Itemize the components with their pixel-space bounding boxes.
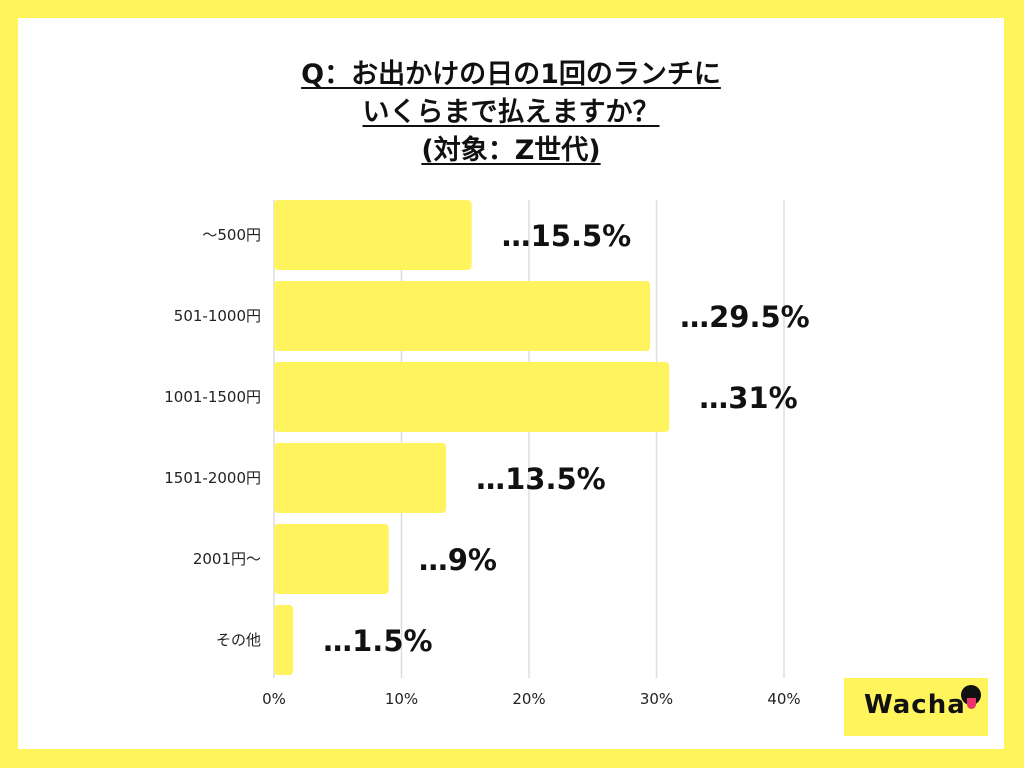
bar	[274, 281, 651, 351]
category-label: 1501-2000円	[164, 469, 261, 487]
value-label: …15.5%	[502, 219, 632, 253]
value-label: …13.5%	[476, 462, 606, 496]
title-line-1: Q：お出かけの日の1回のランチに	[301, 59, 721, 90]
chart-title: Q：お出かけの日の1回のランチに いくらまで払えますか？ (対象：Z世代)	[18, 56, 1004, 170]
category-label: 501-1000円	[174, 307, 261, 325]
x-tick-label: 10%	[385, 690, 418, 708]
category-label: 〜500円	[202, 226, 261, 244]
logo-face-icon	[961, 685, 981, 705]
wacha-logo: Wacha	[844, 678, 988, 736]
value-label: …9%	[419, 543, 497, 577]
x-tick-label: 20%	[512, 690, 545, 708]
x-tick-label: 0%	[262, 690, 286, 708]
bar	[274, 362, 670, 432]
value-label: …31%	[699, 381, 797, 415]
logo-tongue-icon	[967, 698, 976, 709]
bar	[274, 524, 389, 594]
category-label: 2001円〜	[193, 550, 261, 568]
category-label: 1001-1500円	[164, 388, 261, 406]
value-label: …1.5%	[323, 624, 432, 658]
x-tick-label: 30%	[640, 690, 673, 708]
value-label: …29.5%	[680, 300, 810, 334]
logo-text: Wacha	[864, 690, 966, 720]
x-tick-label: 40%	[767, 690, 800, 708]
bar	[274, 443, 447, 513]
category-label: その他	[216, 631, 261, 649]
bar	[274, 605, 294, 675]
bar	[274, 200, 472, 270]
bar-chart: 0% 10% 20% 30% 40% 〜500円 …15.5% 501-1000円 …29.5%…	[164, 200, 810, 708]
title-line-3: (対象：Z世代)	[421, 135, 601, 166]
title-line-2: いくらまで払えますか？	[362, 97, 660, 128]
chart-card: Q：お出かけの日の1回のランチに いくらまで払えますか？ (対象：Z世代) 0%…	[18, 18, 1004, 749]
